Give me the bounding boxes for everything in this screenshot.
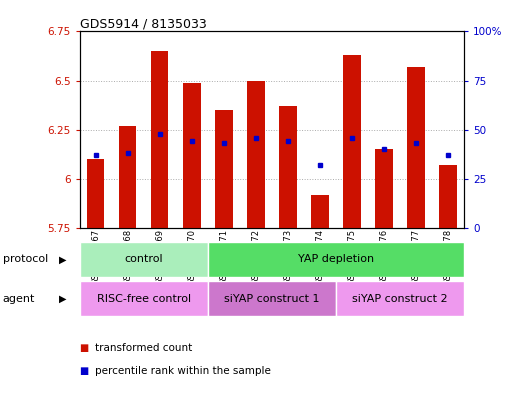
Text: RISC-free control: RISC-free control — [96, 294, 191, 304]
Bar — [279, 106, 297, 228]
Text: siYAP construct 1: siYAP construct 1 — [224, 294, 320, 304]
Bar — [87, 159, 104, 228]
Text: ■: ■ — [80, 343, 89, 353]
Bar — [376, 149, 393, 228]
Text: ▶: ▶ — [59, 254, 67, 264]
Bar — [208, 281, 336, 316]
Text: ■: ■ — [80, 366, 89, 376]
Text: protocol: protocol — [3, 254, 48, 264]
Bar — [119, 126, 136, 228]
Bar — [440, 165, 457, 228]
Text: control: control — [124, 254, 163, 264]
Bar — [407, 67, 425, 228]
Bar — [247, 81, 265, 228]
Bar — [336, 281, 464, 316]
Text: agent: agent — [3, 294, 35, 304]
Bar — [208, 242, 464, 277]
Bar — [151, 51, 168, 228]
Bar — [80, 281, 208, 316]
Bar — [183, 83, 201, 228]
Text: GDS5914 / 8135033: GDS5914 / 8135033 — [80, 18, 206, 31]
Bar — [80, 242, 208, 277]
Text: siYAP construct 2: siYAP construct 2 — [352, 294, 448, 304]
Bar — [215, 110, 232, 228]
Text: ▶: ▶ — [59, 294, 67, 304]
Bar — [311, 195, 329, 228]
Bar — [343, 55, 361, 228]
Text: YAP depletion: YAP depletion — [298, 254, 374, 264]
Text: transformed count: transformed count — [95, 343, 192, 353]
Text: percentile rank within the sample: percentile rank within the sample — [95, 366, 271, 376]
